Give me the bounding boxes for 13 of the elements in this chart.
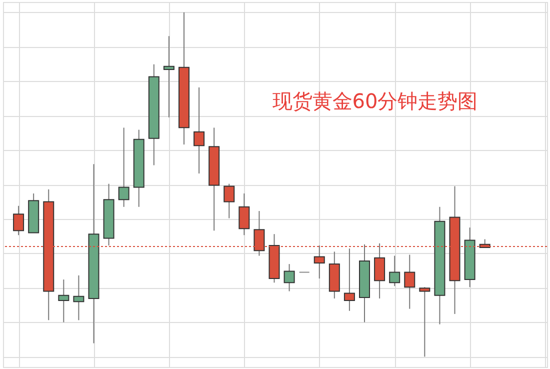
candlestick [163,36,174,118]
candlestick [284,264,295,292]
candlestick [238,192,250,236]
candlestick [73,274,84,321]
candlestick [389,255,400,287]
candlestick [118,127,130,208]
candlestick [13,205,24,236]
candlestick [404,254,416,310]
candlestick [194,86,205,174]
candlestick [224,183,235,219]
candlestick [419,286,430,358]
candlestick [58,279,70,323]
text: 现货黄金60分钟走势图 [272,89,478,113]
